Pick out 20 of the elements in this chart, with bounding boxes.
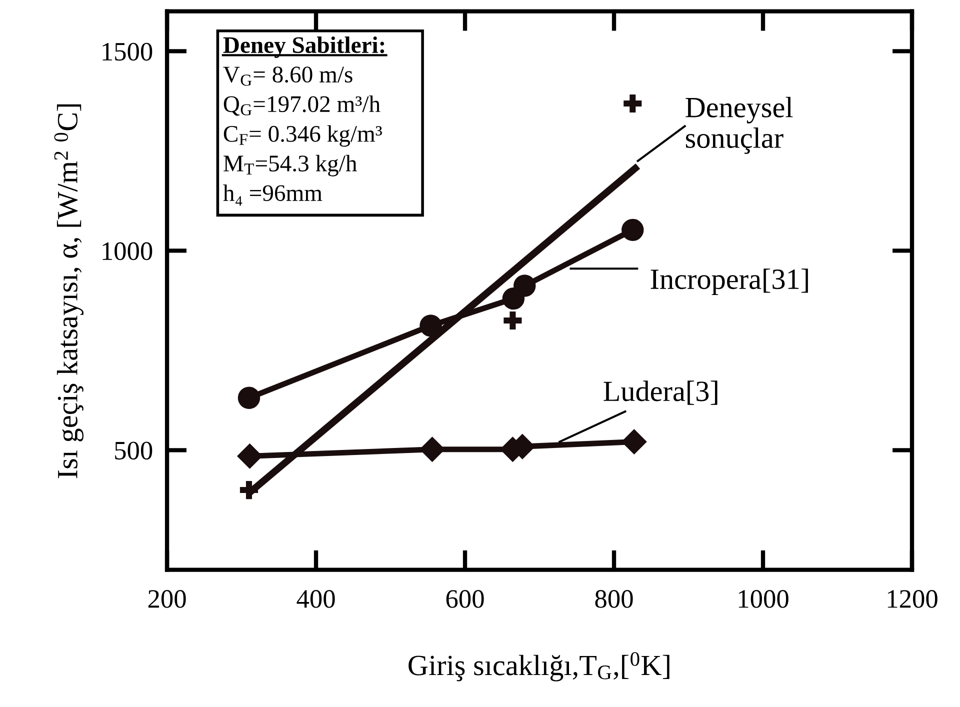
y-axis-title: Isı geçiş katsayısı, α, [W/m$^{2 0}$C] [54,104,84,478]
annotation: M$_{T}$=54.3 kg/h [224,154,357,176]
series-label: Incropera[31] [650,268,808,296]
x-tick-label: 1000 [738,590,788,608]
x-tick-label: 200 [148,590,186,608]
annotation: V$_{G}$= 8.60 m/s [223,66,352,86]
x-tick-label: 1200 [888,590,938,608]
series-label: Ludera[3] [604,380,718,405]
annotation: C$_{F}$= 0.346 kg/m³ [224,125,382,147]
y-tick-label: 1500 [102,42,152,61]
annotation: h₄ =96mm [223,184,322,206]
x-axis-title: Giriş sıcaklığı,T$_{G}$,[$^{0}$K] [408,652,670,682]
x-tick-label: 400 [296,590,335,608]
annotation: Q$_{G}$=197.02 m³/h [224,96,380,116]
x-tick-label: 600 [446,590,484,608]
annotation: Deney Sabitleri: [223,36,384,58]
y-tick-label: 1000 [102,242,152,260]
series-label: Deneysel sonuçlar [686,96,793,154]
y-tick-label: 500 [115,442,152,460]
x-tick-label: 800 [595,590,633,608]
